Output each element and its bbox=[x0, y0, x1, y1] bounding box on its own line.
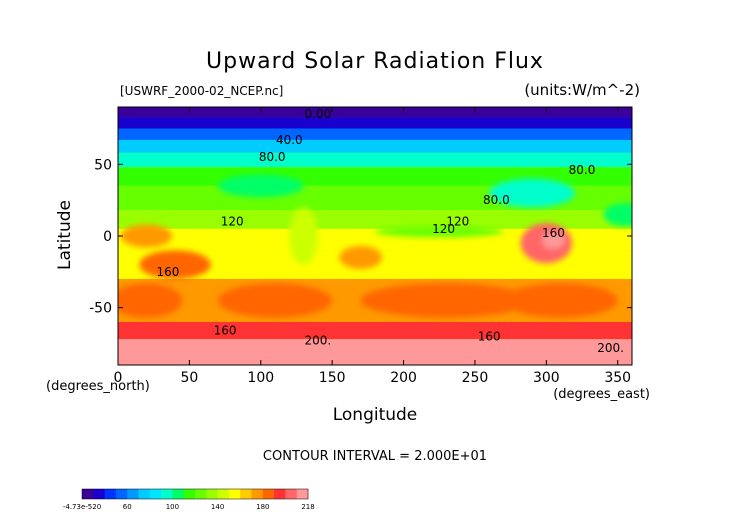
file-label: [USWRF_2000-02_NCEP.nc] bbox=[120, 84, 283, 98]
contour-label-7: 120 bbox=[432, 222, 455, 236]
y-axis-label: Latitude bbox=[55, 200, 75, 270]
blob-12 bbox=[339, 246, 383, 269]
band-4 bbox=[118, 152, 632, 168]
contour-label-13: 200. bbox=[597, 341, 624, 355]
colorbar-swatch-11 bbox=[206, 489, 219, 499]
contour-label-9: 160 bbox=[157, 265, 180, 279]
x-tick-label-1: 50 bbox=[180, 370, 198, 386]
contour-label-0: 0.00 bbox=[305, 107, 332, 121]
colorbar-swatch-10 bbox=[195, 489, 207, 499]
contour-label-5: 120 bbox=[221, 215, 244, 229]
blob-1 bbox=[139, 250, 211, 279]
colorbar-swatch-2 bbox=[104, 489, 117, 499]
colorbar-swatch-4 bbox=[127, 489, 139, 499]
colorbar-label-3: 140 bbox=[211, 503, 224, 511]
chart-title: Upward Solar Radiation Flux bbox=[206, 49, 544, 74]
colorbar-swatch-12 bbox=[217, 489, 230, 499]
colorbar-swatch-15 bbox=[251, 489, 264, 499]
colorbar-label-1: 60 bbox=[123, 503, 132, 511]
band-2 bbox=[118, 128, 632, 140]
x-tick-label-4: 200 bbox=[390, 370, 417, 386]
blob-9 bbox=[217, 174, 304, 198]
x-tick-label-5: 250 bbox=[462, 370, 489, 386]
contour-label-3: 80.0 bbox=[569, 163, 596, 177]
x-axis-ticks: 0 50 100 150 200 250 300 350 bbox=[114, 107, 631, 386]
colorbar-swatch-16 bbox=[262, 489, 275, 499]
colorbar-swatch-9 bbox=[183, 489, 196, 499]
colorbar-swatch-18 bbox=[285, 489, 298, 499]
colorbar-frame bbox=[81, 488, 309, 500]
contour-label-12: 200. bbox=[305, 334, 332, 348]
colorbar-labels: -4.73e-520 60 100 140 180 218 bbox=[63, 503, 315, 511]
x-tick-label-2: 100 bbox=[247, 370, 274, 386]
colorbar-swatch-13 bbox=[228, 489, 241, 499]
contour-label-8: 160 bbox=[542, 226, 565, 240]
blob-0 bbox=[120, 224, 173, 248]
colorbar-swatch-5 bbox=[138, 489, 151, 499]
contour-interval-text: CONTOUR INTERVAL = 2.000E+01 bbox=[263, 449, 487, 464]
blob-2 bbox=[118, 283, 183, 318]
colorbar-swatch-1 bbox=[93, 489, 106, 499]
contour-label-11: 160 bbox=[478, 329, 501, 343]
blob-10 bbox=[489, 178, 575, 208]
x-tick-label-3: 150 bbox=[319, 370, 346, 386]
colorbar-swatch-8 bbox=[172, 489, 185, 499]
colorbar-label-4: 180 bbox=[256, 503, 269, 511]
band-12 bbox=[118, 339, 632, 365]
x-axis-label: Longitude bbox=[333, 405, 418, 425]
blob-13 bbox=[603, 203, 632, 226]
x-tick-label-7: 350 bbox=[604, 370, 631, 386]
blob-7 bbox=[542, 231, 565, 249]
contour-label-10: 160 bbox=[214, 324, 237, 338]
blob-4 bbox=[360, 283, 533, 318]
y-unit-label: (degrees_north) bbox=[46, 379, 150, 394]
band-0 bbox=[118, 107, 632, 118]
y-axis-ticks: -50 0 50 bbox=[89, 157, 632, 317]
y-tick-label-2: 50 bbox=[94, 157, 112, 173]
field-blobs bbox=[118, 174, 632, 318]
units-label: (units:W/m^-2) bbox=[524, 81, 640, 99]
x-tick-label-6: 300 bbox=[533, 370, 560, 386]
contour-label-4: 80.0 bbox=[483, 193, 510, 207]
blob-5 bbox=[503, 283, 618, 318]
colorbar-swatch-6 bbox=[149, 489, 162, 499]
contour-label-1: 40.0 bbox=[276, 133, 303, 147]
band-3 bbox=[118, 139, 632, 153]
colorbar-swatch-7 bbox=[161, 489, 173, 499]
x-unit-label: (degrees_east) bbox=[553, 387, 650, 402]
blob-8 bbox=[375, 225, 504, 238]
band-8 bbox=[118, 228, 632, 251]
colorbar-label-2: 100 bbox=[166, 503, 179, 511]
blob-11 bbox=[289, 207, 318, 265]
colorbar-label-0: -4.73e-520 bbox=[63, 503, 101, 511]
colorbar-swatch-0 bbox=[82, 489, 94, 499]
colorbar-swatch-14 bbox=[240, 489, 252, 499]
y-tick-label-1: 0 bbox=[103, 229, 112, 245]
band-7 bbox=[118, 210, 632, 229]
band-1 bbox=[118, 117, 632, 129]
colorbar-swatch-19 bbox=[296, 489, 309, 499]
colorbar-label-5: 218 bbox=[301, 503, 314, 511]
blob-3 bbox=[217, 283, 333, 318]
contour-label-2: 80.0 bbox=[259, 150, 286, 164]
band-11 bbox=[118, 322, 632, 340]
colorbar-swatch-3 bbox=[115, 489, 128, 499]
y-tick-label-0: -50 bbox=[89, 301, 112, 317]
colorbar-swatch-17 bbox=[274, 489, 286, 499]
contour-label-6: 120 bbox=[446, 215, 469, 229]
x-tick-label-0: 0 bbox=[114, 370, 123, 386]
colorbar bbox=[81, 488, 309, 500]
